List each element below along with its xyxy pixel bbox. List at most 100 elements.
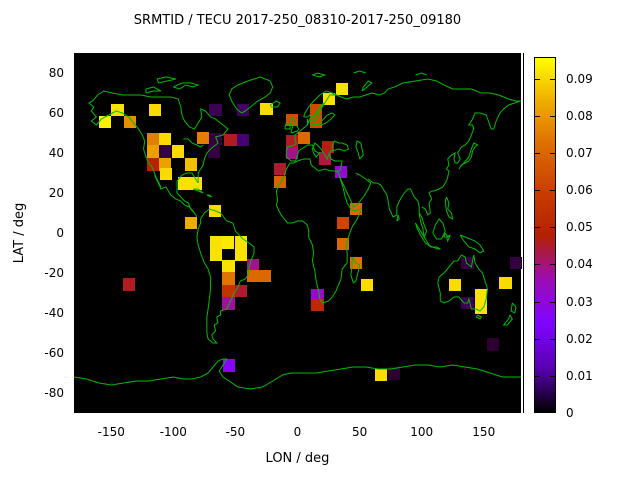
y-tick-label: 80 <box>48 66 64 80</box>
heatmap-cell <box>209 235 222 249</box>
heatmap-cell <box>336 82 349 96</box>
colorbar-tick-label: 0.06 <box>566 183 593 197</box>
heatmap-cell <box>222 284 235 298</box>
coastline-segment <box>229 77 272 113</box>
heatmap-cell <box>184 157 197 171</box>
heatmap-cell <box>159 145 172 159</box>
heatmap-cell <box>159 157 172 171</box>
coastline-segment <box>415 73 426 75</box>
coastline-segment <box>351 257 360 283</box>
coastline-segment <box>270 101 280 107</box>
coastline-segment <box>310 113 335 125</box>
coastline-segment <box>445 197 452 219</box>
y-tick-label: -80 <box>44 386 64 400</box>
heatmap-cell <box>236 133 250 147</box>
coastline-segment <box>332 141 348 151</box>
coastline-segment <box>286 131 332 161</box>
heatmap-cell <box>475 289 488 302</box>
y-tick-label: 20 <box>48 186 64 200</box>
heatmap-cell <box>111 103 124 117</box>
heatmap-cell <box>388 367 401 381</box>
coastline-segment <box>193 189 203 193</box>
heatmap-cell <box>146 132 159 146</box>
coastline-segment <box>300 119 311 131</box>
heatmap-cell <box>285 146 299 160</box>
y-tick-label: 0 <box>56 226 64 240</box>
heatmap-cell <box>222 272 235 286</box>
colorbar-tick-mark <box>535 116 540 117</box>
colorbar-tick-mark <box>535 190 540 191</box>
heatmap-cell <box>360 278 374 292</box>
heatmap-cell <box>209 248 222 261</box>
coastline-segment <box>157 77 176 83</box>
colorbar-tick-mark <box>535 339 540 340</box>
coastlines <box>74 53 521 413</box>
coastline-segment <box>428 245 440 249</box>
heatmap-cell <box>273 162 287 176</box>
heatmap-cell <box>236 103 250 117</box>
coastline-segment <box>397 215 399 221</box>
heatmap-cell <box>449 278 462 292</box>
coastline-segment <box>183 139 203 147</box>
heatmap-cell <box>234 235 247 249</box>
coastline-segment <box>330 155 342 171</box>
heatmap-cell <box>298 131 311 145</box>
coastline-segment <box>422 101 520 215</box>
colorbar-tick-mark <box>550 227 555 228</box>
heatmap-cell <box>123 115 137 129</box>
coastline-segment <box>444 233 450 241</box>
heatmap-cell <box>209 103 222 117</box>
colorbar-tick-mark <box>550 116 555 117</box>
colorbar-tick-mark <box>535 264 540 265</box>
heatmap-cell <box>499 276 512 290</box>
heatmap-cell <box>285 113 299 127</box>
heatmap-cell <box>246 258 259 272</box>
heatmap-cell <box>148 103 161 117</box>
x-tick-label: 0 <box>293 425 302 439</box>
coastline-segment <box>304 91 335 121</box>
coastline-segment <box>511 303 516 313</box>
heatmap-cell <box>224 133 237 147</box>
y-tick-label: 60 <box>48 106 64 120</box>
heatmap-cell <box>223 359 236 372</box>
heatmap-cell <box>311 288 324 302</box>
coastline-segment <box>433 219 445 239</box>
colorbar-tick-label: 0.02 <box>566 332 593 346</box>
coastline-segment <box>332 79 521 101</box>
coastline-segment <box>146 87 161 93</box>
coastline-segment <box>460 235 484 253</box>
colorbar-tick-mark <box>535 227 540 228</box>
coastline-segment <box>353 71 365 73</box>
coastline-segment <box>290 117 299 133</box>
heatmap-cell <box>259 269 272 283</box>
coastline-segment <box>173 83 198 89</box>
coastline-segment <box>476 315 481 319</box>
colorbar-tick-mark <box>535 79 540 80</box>
heatmap-cell <box>222 297 235 310</box>
colorbar-tick-label: 0.01 <box>566 369 593 383</box>
x-tick-label: -50 <box>225 425 246 439</box>
coastline-segment <box>290 159 340 171</box>
heatmap-cell <box>335 165 348 179</box>
y-tick-label: 40 <box>48 146 64 160</box>
y-tick-label: -40 <box>44 306 64 320</box>
colorbar-tick-mark <box>550 264 555 265</box>
heatmap-cell <box>234 248 247 261</box>
plot-colorbar-separator-line <box>523 53 524 413</box>
colorbar-tick-label: 0.03 <box>566 295 593 309</box>
coastline-segment <box>207 195 212 197</box>
colorbar-tick-mark <box>550 411 555 412</box>
colorbar-tick-mark <box>535 411 540 412</box>
colorbar-tick-mark <box>550 302 555 303</box>
heatmap-cell <box>171 145 185 159</box>
heatmap-cell <box>246 269 259 283</box>
heatmap-cell <box>159 132 172 146</box>
coastline-segment <box>362 81 372 91</box>
coastline-segment <box>74 359 521 389</box>
coastline-segment <box>312 73 324 77</box>
colorbar-tick-label: 0.07 <box>566 146 593 160</box>
heatmap-cell <box>177 177 191 190</box>
colorbar-tick-mark <box>550 190 555 191</box>
colorbar-tick-label: 0.05 <box>566 220 593 234</box>
heatmap-cell <box>336 216 349 230</box>
